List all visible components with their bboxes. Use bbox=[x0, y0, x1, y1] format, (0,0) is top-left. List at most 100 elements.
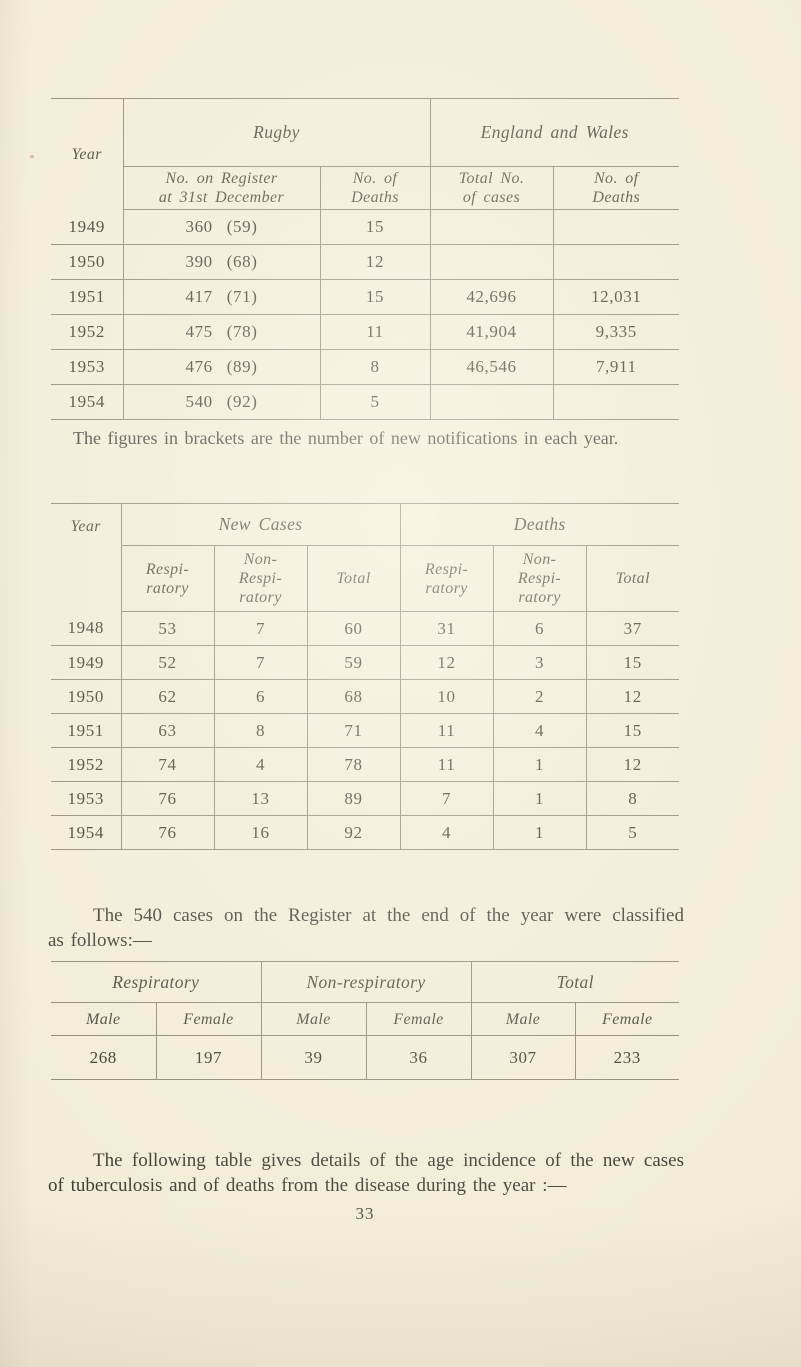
d-total-cell: 12 bbox=[586, 747, 680, 782]
new-notifications-count: (78) bbox=[226, 322, 258, 341]
nc-total-cell: 59 bbox=[307, 645, 401, 680]
table3-col-male-header: Male bbox=[261, 1002, 367, 1036]
table2-group-deaths: Deaths bbox=[400, 503, 680, 546]
nc-respiratory-cell: 76 bbox=[121, 815, 215, 850]
ew-deaths-cell bbox=[553, 244, 680, 280]
page-number: 33 bbox=[355, 1204, 375, 1223]
d-total-cell: 15 bbox=[586, 645, 680, 680]
nc-nonrespiratory-cell: 8 bbox=[214, 713, 308, 748]
table3-group-nonrespiratory: Non-respiratory bbox=[261, 961, 472, 1003]
year-cell: 1951 bbox=[51, 279, 124, 315]
d-total-cell: 8 bbox=[586, 781, 680, 816]
deaths-cell: 5 bbox=[320, 384, 431, 420]
table1-group-england-and-wales: England and Wales bbox=[430, 98, 680, 167]
register-cell: 390 (68) bbox=[123, 244, 321, 280]
deaths-cell: 15 bbox=[320, 279, 431, 315]
register-count: 360 bbox=[185, 217, 213, 236]
nc-respiratory-cell: 74 bbox=[121, 747, 215, 782]
table2-year-header: Year bbox=[51, 503, 122, 612]
nc-nonrespiratory-cell: 13 bbox=[214, 781, 308, 816]
new-notifications-count: (68) bbox=[226, 252, 258, 271]
nc-respiratory-cell: 52 bbox=[121, 645, 215, 680]
nc-total-cell: 68 bbox=[307, 679, 401, 714]
new-notifications-count: (89) bbox=[226, 357, 258, 376]
year-cell: 1953 bbox=[51, 349, 124, 385]
year-cell: 1952 bbox=[51, 747, 122, 782]
register-count: 417 bbox=[185, 287, 213, 306]
ew-deaths-cell bbox=[553, 209, 680, 245]
deaths-cell: 12 bbox=[320, 244, 431, 280]
table1-col-total-cases-header: Total No. of cases bbox=[430, 166, 554, 210]
ew-deaths-cell: 9,335 bbox=[553, 314, 680, 350]
table3-group-header-row: Respiratory Non-respiratory Total bbox=[51, 961, 680, 1003]
paragraph-line: The following table gives details of the… bbox=[93, 1150, 684, 1171]
year-cell: 1949 bbox=[51, 645, 122, 680]
table1-col-register-header: No. on Register at 31st December bbox=[123, 166, 321, 210]
ew-deaths-cell: 12,031 bbox=[553, 279, 680, 315]
nc-total-cell: 89 bbox=[307, 781, 401, 816]
register-classification-table: Respiratory Non-respiratory Total Male F… bbox=[51, 961, 680, 1080]
register-cell: 540 (92) bbox=[123, 384, 321, 420]
year-cell: 1951 bbox=[51, 713, 122, 748]
d-nonrespiratory-cell: 1 bbox=[493, 747, 587, 782]
nc-total-cell: 60 bbox=[307, 611, 401, 646]
d-nonrespiratory-cell: 4 bbox=[493, 713, 587, 748]
table-row: 1953 76 13 89 7 1 8 bbox=[51, 781, 680, 816]
table1-col-deaths-header: No. of Deaths bbox=[320, 166, 431, 210]
ew-cases-cell: 41,904 bbox=[430, 314, 554, 350]
deaths-cell: 8 bbox=[320, 349, 431, 385]
year-cell: 1954 bbox=[51, 384, 124, 420]
table1-group-header-row: Year Rugby England and Wales bbox=[51, 98, 680, 210]
year-cell: 1952 bbox=[51, 314, 124, 350]
table3-subheader-row: Male Female Male Female Male Female bbox=[51, 1002, 680, 1036]
table3-col-male-header: Male bbox=[471, 1002, 576, 1036]
ew-cases-cell bbox=[430, 244, 554, 280]
age-incidence-paragraph: The following table gives details of the… bbox=[48, 1148, 684, 1198]
register-count: 475 bbox=[185, 322, 213, 341]
table2-col-nc-respiratory-header: Respi- ratory bbox=[121, 545, 215, 612]
respiratory-male-cell: 268 bbox=[51, 1035, 157, 1080]
d-respiratory-cell: 11 bbox=[400, 747, 494, 782]
deaths-cell: 15 bbox=[320, 209, 431, 245]
deaths-cell: 11 bbox=[320, 314, 431, 350]
nonrespiratory-male-cell: 39 bbox=[261, 1035, 367, 1080]
table2-col-nc-nonrespiratory-header: Non- Respi- ratory bbox=[214, 545, 308, 612]
nc-nonrespiratory-cell: 4 bbox=[214, 747, 308, 782]
d-nonrespiratory-cell: 1 bbox=[493, 815, 587, 850]
nc-respiratory-cell: 63 bbox=[121, 713, 215, 748]
register-count: 476 bbox=[185, 357, 213, 376]
new-notifications-count: (71) bbox=[226, 287, 258, 306]
register-count: 390 bbox=[185, 252, 213, 271]
table-row: 1949 360 (59) 15 bbox=[51, 209, 680, 245]
ew-cases-cell: 42,696 bbox=[430, 279, 554, 315]
d-total-cell: 37 bbox=[586, 611, 680, 646]
year-cell: 1954 bbox=[51, 815, 122, 850]
table3-col-male-header: Male bbox=[51, 1002, 157, 1036]
table1-year-header: Year bbox=[51, 98, 124, 210]
table3-group-total: Total bbox=[471, 961, 680, 1003]
table2-col-d-total-header: Total bbox=[586, 545, 680, 612]
respiratory-female-cell: 197 bbox=[156, 1035, 262, 1080]
d-nonrespiratory-cell: 6 bbox=[493, 611, 587, 646]
nonrespiratory-female-cell: 36 bbox=[366, 1035, 472, 1080]
year-cell: 1950 bbox=[51, 244, 124, 280]
d-total-cell: 15 bbox=[586, 713, 680, 748]
register-cell: 476 (89) bbox=[123, 349, 321, 385]
ew-cases-cell bbox=[430, 209, 554, 245]
nc-respiratory-cell: 62 bbox=[121, 679, 215, 714]
paragraph-line: The 540 cases on the Register at the end… bbox=[93, 905, 684, 926]
table2-group-header-row: Year New Cases Deaths bbox=[51, 503, 680, 612]
total-female-cell: 233 bbox=[575, 1035, 680, 1080]
ew-deaths-cell: 7,911 bbox=[553, 349, 680, 385]
d-respiratory-cell: 31 bbox=[400, 611, 494, 646]
register-cell: 360 (59) bbox=[123, 209, 321, 245]
table1-group-rugby: Rugby bbox=[123, 98, 431, 167]
table2-col-d-nonrespiratory-header: Non- Respi- ratory bbox=[493, 545, 587, 612]
ew-cases-cell: 46,546 bbox=[430, 349, 554, 385]
register-cell: 417 (71) bbox=[123, 279, 321, 315]
table-row: 1950 62 6 68 10 2 12 bbox=[51, 679, 680, 714]
table1-col-ew-deaths-header: No. of Deaths bbox=[553, 166, 680, 210]
table3-col-female-header: Female bbox=[366, 1002, 472, 1036]
nc-nonrespiratory-cell: 16 bbox=[214, 815, 308, 850]
d-nonrespiratory-cell: 3 bbox=[493, 645, 587, 680]
